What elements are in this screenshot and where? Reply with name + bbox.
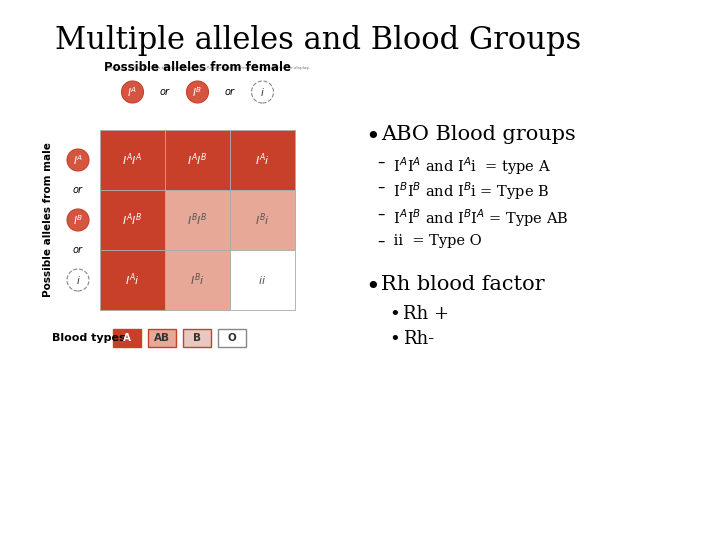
Text: Rh +: Rh +	[403, 305, 449, 323]
Text: $i$: $i$	[76, 274, 81, 286]
Text: $I^B$: $I^B$	[192, 85, 203, 99]
Text: or: or	[160, 87, 170, 97]
Bar	[230, 190, 295, 250]
Text: Rh blood factor: Rh blood factor	[381, 275, 544, 294]
Text: Rh-: Rh-	[403, 330, 434, 348]
Bar	[230, 130, 295, 190]
Circle shape	[186, 81, 209, 103]
Circle shape	[122, 81, 143, 103]
Text: I$^B$I$^B$ and I$^B$i = Type B: I$^B$I$^B$ and I$^B$i = Type B	[389, 180, 549, 202]
Bar	[230, 250, 295, 310]
Bar	[165, 130, 230, 190]
Text: A: A	[123, 333, 131, 343]
Bar	[148, 329, 176, 347]
Bar	[100, 190, 165, 250]
Bar	[183, 329, 211, 347]
Text: ii  = Type O: ii = Type O	[389, 234, 482, 248]
Text: $I^A$: $I^A$	[127, 85, 138, 99]
Circle shape	[251, 81, 274, 103]
Text: Copyright © The McGraw-Hill Companies, Inc. Permission required for reproduction: Copyright © The McGraw-Hill Companies, I…	[105, 66, 310, 70]
Text: Multiple alleles and Blood Groups: Multiple alleles and Blood Groups	[55, 25, 581, 56]
Text: $i$: $i$	[260, 86, 265, 98]
Text: –: –	[377, 207, 384, 222]
Text: or: or	[73, 245, 83, 255]
Bar	[113, 329, 141, 347]
Bar	[100, 250, 165, 310]
Bar	[100, 130, 165, 190]
Text: ABO Blood groups: ABO Blood groups	[381, 125, 576, 144]
Text: $I^Bi$: $I^Bi$	[190, 272, 205, 288]
Text: $I^BI^B$: $I^BI^B$	[187, 212, 208, 228]
Circle shape	[67, 269, 89, 291]
Text: –: –	[377, 155, 384, 170]
Text: •: •	[365, 125, 379, 149]
Text: I$^A$I$^B$ and I$^B$I$^A$ = Type AB: I$^A$I$^B$ and I$^B$I$^A$ = Type AB	[389, 207, 569, 229]
Circle shape	[67, 209, 89, 231]
Text: $I^AI^B$: $I^AI^B$	[122, 212, 143, 228]
Text: $I^B$: $I^B$	[73, 213, 84, 227]
Text: •: •	[365, 275, 379, 299]
Text: •: •	[389, 305, 400, 323]
Text: $I^A$: $I^A$	[73, 153, 83, 167]
Bar	[165, 250, 230, 310]
Text: $I^Ai$: $I^Ai$	[255, 152, 270, 168]
Text: Blood types: Blood types	[52, 333, 125, 343]
Text: O: O	[228, 333, 236, 343]
Text: $ii$: $ii$	[258, 274, 266, 286]
Bar	[165, 190, 230, 250]
Text: AB: AB	[154, 333, 170, 343]
Bar	[218, 329, 246, 347]
Circle shape	[67, 149, 89, 171]
Text: $I^Bi$: $I^Bi$	[255, 212, 270, 228]
Text: or: or	[225, 87, 235, 97]
Text: Possible alleles from male: Possible alleles from male	[43, 143, 53, 298]
Text: Possible alleles from female: Possible alleles from female	[104, 61, 291, 74]
Text: –: –	[377, 180, 384, 195]
Text: B: B	[193, 333, 201, 343]
Text: •: •	[389, 330, 400, 348]
Text: or: or	[73, 185, 83, 195]
Text: $I^AI^B$: $I^AI^B$	[187, 152, 208, 168]
Text: I$^A$I$^A$ and I$^A$i  = type A: I$^A$I$^A$ and I$^A$i = type A	[389, 155, 551, 177]
Text: $I^AI^A$: $I^AI^A$	[122, 152, 143, 168]
Text: –: –	[377, 234, 384, 249]
Text: $I^Ai$: $I^Ai$	[125, 272, 140, 288]
